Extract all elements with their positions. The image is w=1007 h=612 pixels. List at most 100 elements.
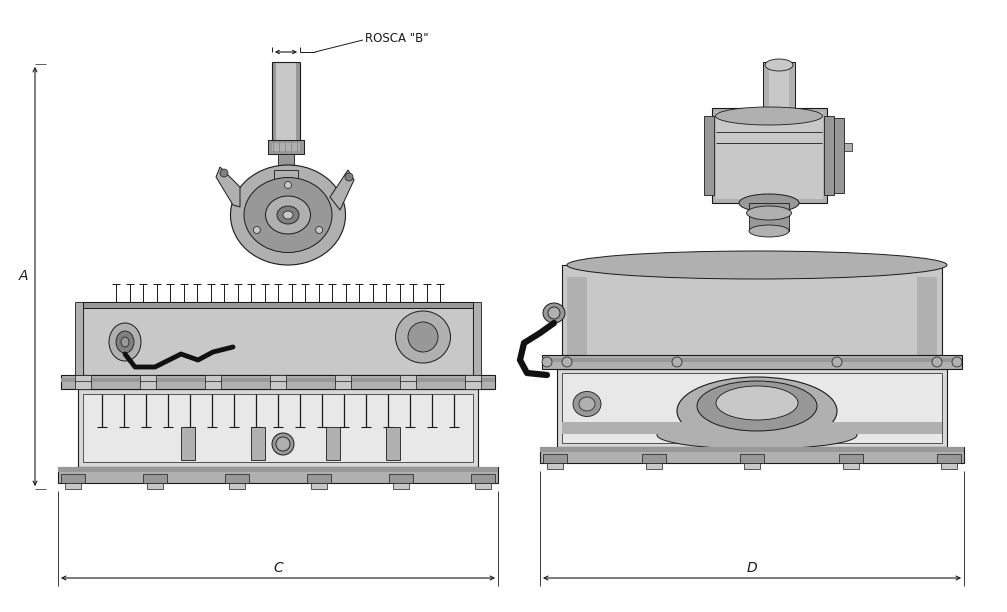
Text: A: A (18, 269, 28, 283)
Ellipse shape (254, 226, 261, 234)
Bar (205, 381, 221, 389)
Bar (393, 483, 409, 489)
Text: C: C (273, 561, 283, 575)
Bar (270, 381, 286, 389)
Bar (843, 463, 859, 469)
Bar (641, 454, 666, 463)
Bar (61, 474, 85, 483)
Bar (712, 108, 827, 203)
Bar (272, 143, 300, 151)
Bar (844, 143, 852, 151)
Bar (562, 373, 942, 443)
Bar (83, 394, 473, 462)
Bar (769, 62, 789, 112)
Bar (61, 375, 495, 389)
Bar (540, 447, 964, 463)
Bar (181, 427, 195, 460)
Bar (740, 454, 764, 463)
Ellipse shape (315, 226, 322, 234)
Ellipse shape (657, 421, 857, 449)
Bar (65, 483, 81, 489)
Bar (389, 474, 413, 483)
Bar (147, 483, 163, 489)
Bar (75, 302, 83, 375)
Bar (941, 463, 957, 469)
Bar (744, 463, 760, 469)
Ellipse shape (396, 311, 450, 363)
Bar (475, 483, 491, 489)
Bar (272, 62, 276, 148)
Bar (465, 375, 481, 383)
Bar (826, 118, 844, 193)
Ellipse shape (408, 322, 438, 352)
Text: D: D (746, 561, 757, 575)
Bar (58, 467, 498, 483)
Bar (540, 447, 964, 452)
Ellipse shape (562, 357, 572, 367)
Bar (824, 116, 834, 195)
Bar (716, 112, 823, 199)
Ellipse shape (231, 165, 345, 265)
Ellipse shape (749, 225, 789, 237)
Bar (270, 375, 286, 383)
Ellipse shape (697, 381, 817, 431)
Ellipse shape (832, 357, 842, 367)
Bar (937, 454, 961, 463)
Ellipse shape (543, 303, 565, 323)
Bar (229, 483, 245, 489)
Bar (75, 381, 91, 389)
Bar (83, 302, 473, 375)
Ellipse shape (276, 437, 290, 451)
Ellipse shape (272, 433, 294, 455)
Ellipse shape (573, 392, 601, 417)
Bar (335, 381, 351, 389)
Ellipse shape (716, 107, 823, 125)
Polygon shape (330, 170, 354, 210)
Ellipse shape (548, 307, 560, 319)
Bar (567, 277, 937, 355)
Bar (274, 170, 298, 188)
Bar (645, 463, 662, 469)
Bar (557, 369, 947, 447)
Bar (386, 427, 400, 460)
Bar (83, 302, 473, 308)
Ellipse shape (220, 169, 228, 177)
Ellipse shape (266, 196, 310, 234)
Ellipse shape (283, 211, 293, 219)
Bar (562, 265, 942, 355)
Bar (311, 483, 327, 489)
Ellipse shape (285, 182, 291, 188)
Bar (839, 454, 863, 463)
Bar (547, 463, 563, 469)
Text: ROSCA "B": ROSCA "B" (365, 31, 429, 45)
Ellipse shape (567, 251, 947, 279)
Bar (140, 375, 156, 383)
Ellipse shape (677, 377, 837, 445)
Bar (58, 467, 498, 472)
Bar (268, 140, 304, 154)
Bar (471, 474, 495, 483)
Bar (296, 62, 300, 148)
Bar (276, 62, 296, 148)
Ellipse shape (739, 194, 799, 212)
Bar (278, 154, 294, 181)
Ellipse shape (109, 323, 141, 361)
Bar (749, 203, 789, 231)
Bar (473, 302, 481, 375)
Bar (763, 62, 795, 112)
Polygon shape (215, 167, 240, 207)
Ellipse shape (932, 357, 942, 367)
Ellipse shape (716, 386, 798, 420)
Bar (205, 375, 221, 383)
Bar (587, 277, 917, 355)
Bar (400, 375, 416, 383)
Bar (335, 375, 351, 383)
Bar (326, 427, 340, 460)
Ellipse shape (952, 357, 962, 367)
Bar (542, 358, 962, 362)
Ellipse shape (244, 177, 332, 253)
Ellipse shape (672, 357, 682, 367)
Bar (543, 454, 567, 463)
Ellipse shape (121, 337, 129, 347)
Ellipse shape (579, 397, 595, 411)
